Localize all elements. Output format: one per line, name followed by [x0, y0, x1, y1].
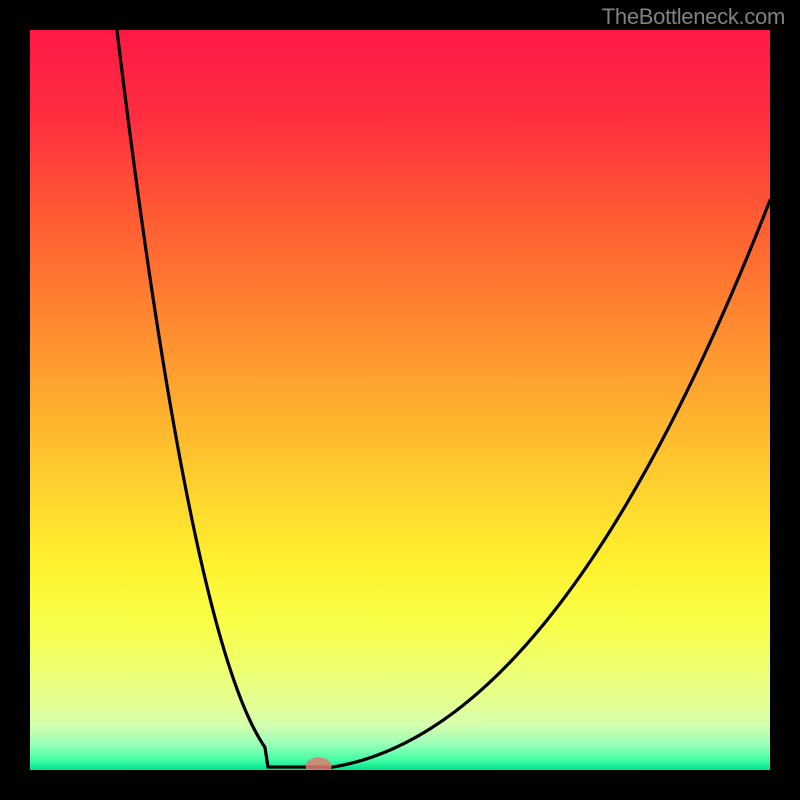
chart-svg: [30, 30, 770, 770]
gradient-background: [30, 30, 770, 770]
watermark-text: TheBottleneck.com: [602, 4, 785, 30]
plot-area: [30, 30, 770, 770]
chart-container: TheBottleneck.com: [0, 0, 800, 800]
